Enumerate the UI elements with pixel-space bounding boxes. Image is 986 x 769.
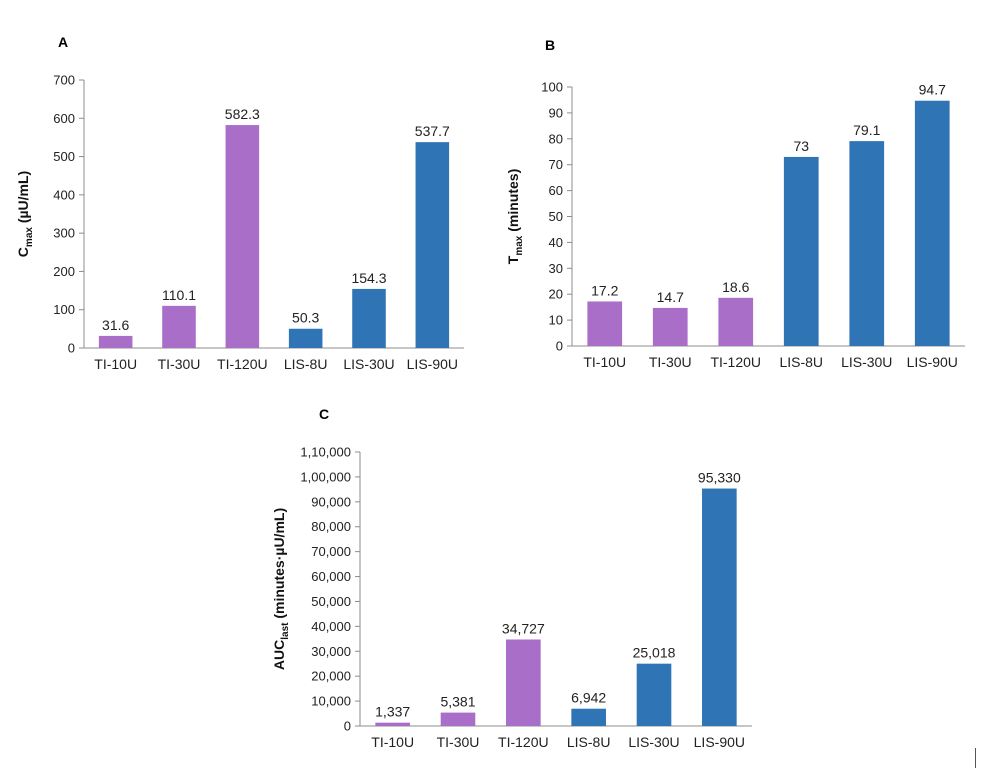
x-tick-label-ti-30u: TI-30U	[158, 356, 201, 372]
data-label-ti-10u: 17.2	[591, 282, 618, 298]
y-tick-label: 50,000	[311, 594, 351, 609]
y-tick-label: 40	[549, 235, 563, 250]
data-label-ti-10u: 31.6	[102, 317, 129, 333]
y-tick-label: 70	[549, 157, 563, 172]
y-tick-label: 100	[541, 80, 563, 95]
y-tick-label: 1,10,000	[300, 445, 351, 460]
data-label-ti-30u: 5,381	[440, 694, 475, 710]
x-tick-label-ti-10u: TI-10U	[94, 356, 137, 372]
y-axis-title: AUClast (minutes·µU/mL)	[271, 508, 291, 670]
y-tick-label: 0	[344, 719, 351, 734]
x-tick-label-ti-30u: TI-30U	[437, 734, 480, 750]
data-label-lis-90u: 95,330	[698, 470, 741, 486]
y-tick-label: 30,000	[311, 644, 351, 659]
y-tick-label: 600	[53, 111, 75, 126]
y-tick-label: 0	[556, 339, 563, 354]
y-tick-label: 90,000	[311, 494, 351, 509]
y-axis-title: Cmax (µU/mL)	[15, 171, 35, 257]
data-label-lis-30u: 79.1	[853, 122, 880, 138]
y-axis-title: Tmax (minutes)	[505, 169, 525, 264]
x-tick-label-lis-8u: LIS-8U	[779, 354, 823, 370]
y-tick-label: 70,000	[311, 544, 351, 559]
x-tick-label-lis-30u: LIS-30U	[343, 356, 394, 372]
y-tick-label: 400	[53, 187, 75, 202]
x-tick-label-ti-30u: TI-30U	[649, 354, 692, 370]
bar-ti-10u	[587, 301, 623, 346]
bar-ti-120u	[506, 639, 541, 726]
x-tick-label-lis-30u: LIS-30U	[841, 354, 892, 370]
x-tick-label-ti-10u: TI-10U	[371, 734, 414, 750]
data-label-lis-8u: 73	[793, 138, 809, 154]
data-label-lis-30u: 154.3	[351, 270, 386, 286]
bar-ti-120u	[225, 125, 260, 348]
x-tick-label-lis-30u: LIS-30U	[628, 734, 679, 750]
bar-lis-8u	[783, 156, 819, 346]
x-tick-label-lis-90u: LIS-90U	[907, 354, 958, 370]
y-tick-label: 700	[53, 73, 75, 88]
y-tick-label: 300	[53, 226, 75, 241]
y-tick-label: 40,000	[311, 619, 351, 634]
bar-ti-30u	[162, 305, 196, 348]
x-tick-label-lis-90u: LIS-90U	[694, 734, 745, 750]
x-tick-label-lis-8u: LIS-8U	[284, 356, 328, 372]
panel-letter-b: B	[545, 37, 555, 53]
bar-lis-8u	[288, 328, 323, 348]
y-tick-label: 1,00,000	[300, 469, 351, 484]
bar-lis-8u	[571, 708, 606, 726]
y-tick-label: 10	[549, 313, 563, 328]
chart-panel-c: C 0 10,000 20,000 30,000 40,000 50,000 60,000 70…	[271, 406, 752, 750]
data-label-lis-8u: 6,942	[571, 690, 606, 706]
x-tick-label-lis-8u: LIS-8U	[567, 734, 611, 750]
data-label-ti-120u: 18.6	[722, 279, 749, 295]
y-tick-label: 20,000	[311, 669, 351, 684]
y-tick-label: 30	[549, 261, 563, 276]
bar-ti-30u	[652, 307, 688, 346]
y-tick-label: 60	[549, 183, 563, 198]
chart-panel-a: A 0 100 200 300 400 500 600 700 Cmax (µU/mL) 31.6 T…	[15, 34, 464, 372]
x-tick-label-ti-120u: TI-120U	[710, 354, 761, 370]
y-tick-label: 500	[53, 149, 75, 164]
bar-ti-120u	[718, 297, 754, 346]
chart-panel-b: B 0 10 20 30 40 50 60 70 80 90 100 Tmax (minutes) 17.…	[505, 37, 965, 370]
x-tick-label-ti-10u: TI-10U	[583, 354, 626, 370]
bar-lis-90u	[702, 488, 737, 726]
x-tick-label-ti-120u: TI-120U	[217, 356, 268, 372]
bar-lis-30u	[636, 663, 672, 726]
data-label-lis-30u: 25,018	[633, 645, 676, 661]
data-label-lis-90u: 537.7	[415, 123, 450, 139]
bar-lis-90u	[415, 142, 450, 348]
bar-ti-30u	[440, 712, 476, 726]
panel-letter-a: A	[58, 34, 68, 50]
x-tick-label-ti-120u: TI-120U	[498, 734, 549, 750]
y-tick-label: 90	[549, 105, 563, 120]
x-tick-label-lis-90u: LIS-90U	[407, 356, 458, 372]
data-label-ti-30u: 14.7	[657, 289, 684, 305]
bar-lis-30u	[352, 288, 386, 348]
data-label-ti-120u: 34,727	[502, 620, 545, 636]
bar-ti-10u	[98, 335, 133, 348]
bar-ti-10u	[375, 722, 410, 726]
y-tick-label: 50	[549, 209, 563, 224]
y-tick-label: 200	[53, 264, 75, 279]
y-tick-label: 100	[53, 302, 75, 317]
y-tick-label: 80	[549, 131, 563, 146]
y-tick-label: 60,000	[311, 569, 351, 584]
panel-letter-c: C	[319, 406, 329, 422]
data-label-ti-10u: 1,337	[375, 704, 410, 720]
data-label-ti-30u: 110.1	[162, 287, 196, 303]
y-tick-label: 80,000	[311, 519, 351, 534]
y-tick-label: 10,000	[311, 694, 351, 709]
data-label-lis-8u: 50.3	[292, 310, 319, 326]
edge-mark	[975, 748, 976, 768]
y-tick-label: 20	[549, 287, 563, 302]
data-label-ti-120u: 582.3	[225, 106, 260, 122]
bar-lis-90u	[914, 100, 950, 347]
bar-lis-30u	[849, 141, 885, 346]
data-label-lis-90u: 94.7	[919, 82, 946, 98]
y-tick-label: 0	[68, 341, 75, 356]
